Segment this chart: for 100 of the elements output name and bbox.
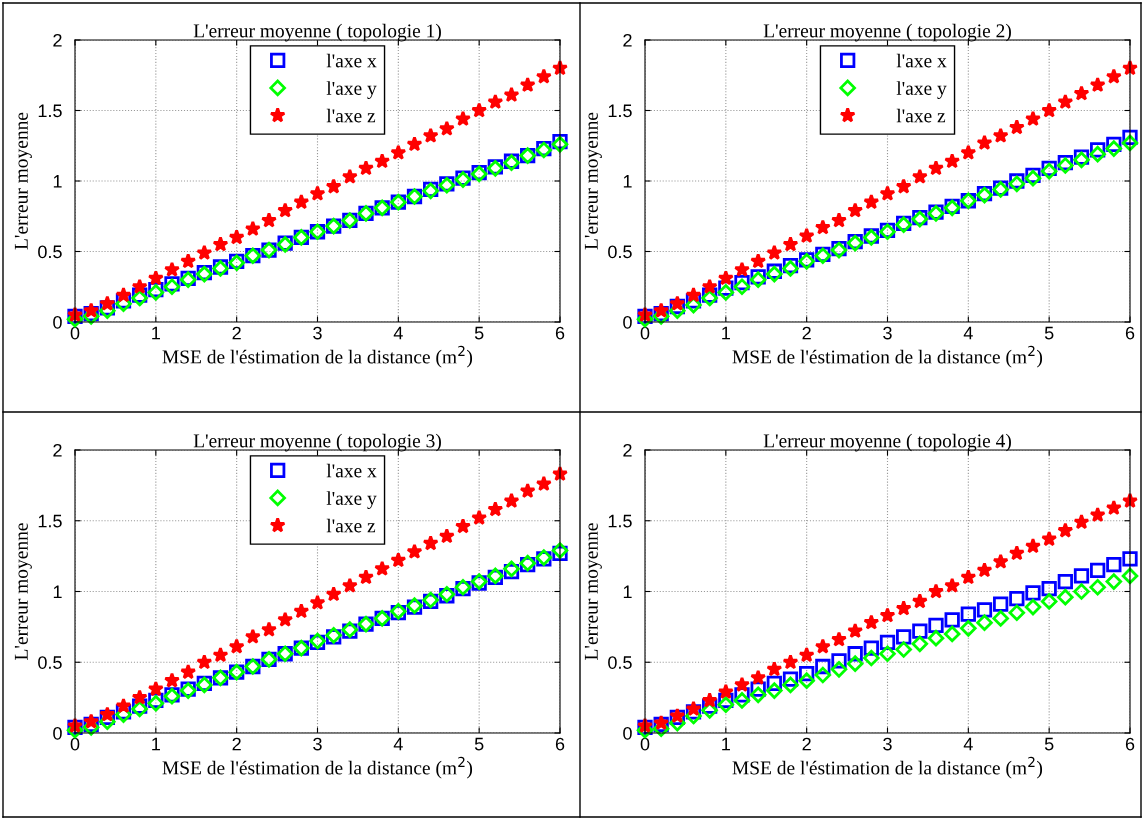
point	[99, 295, 116, 311]
y-tick-label: 0	[623, 315, 632, 329]
point	[685, 700, 702, 716]
point	[976, 561, 993, 578]
point	[798, 672, 815, 689]
point	[1105, 499, 1122, 516]
point	[1105, 68, 1122, 84]
x-axis-title: MSE de l'éstimation de la distance (m$^{2}$)	[162, 756, 473, 779]
point	[1073, 583, 1090, 600]
point	[1122, 551, 1138, 567]
point	[325, 586, 342, 602]
point	[503, 492, 520, 508]
point	[309, 594, 326, 610]
chart-title: L'erreur moyenne ( topologie 2)	[763, 23, 1011, 42]
point	[1121, 567, 1139, 585]
point	[927, 629, 945, 647]
x-axis-title: MSE de l'éstimation de la distance (m$^{2}$)	[732, 756, 1043, 779]
point	[992, 553, 1009, 569]
y-axis-title: L'erreur moyenne	[584, 523, 602, 660]
y-tick-label: 1.5	[608, 514, 632, 528]
point	[734, 676, 750, 692]
point	[1008, 544, 1025, 561]
point	[960, 620, 977, 637]
point	[879, 645, 896, 663]
x-tick-label: 5	[474, 737, 484, 751]
point	[487, 501, 504, 517]
point	[895, 641, 912, 658]
point	[766, 660, 783, 677]
point	[733, 278, 751, 296]
point	[147, 269, 164, 286]
point	[879, 607, 896, 623]
y-tick-label: 1.5	[608, 104, 632, 118]
point	[131, 700, 148, 718]
y-tick-label: 0.5	[38, 245, 62, 259]
point	[163, 278, 181, 296]
point	[115, 697, 132, 714]
y-tick-label: 0	[53, 315, 62, 329]
x-tick-label: 5	[1044, 326, 1054, 340]
y-tick-label: 1	[53, 175, 62, 188]
point	[535, 68, 552, 84]
legend-label: l'axe x	[896, 53, 947, 68]
x-tick-label: 3	[313, 326, 322, 340]
point	[293, 602, 310, 619]
point	[83, 302, 100, 318]
point	[503, 560, 520, 578]
point	[993, 596, 1009, 612]
legend-label: l'axe y	[326, 491, 377, 509]
legend-label: l'axe x	[326, 53, 377, 68]
point	[1040, 162, 1058, 180]
x-axis-title: MSE de l'éstimation de la distance (m$^{2}$)	[162, 345, 473, 368]
x-axis-title: MSE de l'éstimation de la distance (m$^{2}$)	[732, 345, 1043, 368]
y-tick-label: 2	[53, 33, 62, 47]
point	[912, 623, 928, 639]
point	[911, 168, 928, 184]
legend-label: l'axe y	[896, 81, 947, 99]
legend-label: l'axe y	[326, 81, 377, 99]
legend-label: l'axe x	[326, 463, 377, 478]
x-tick-label: 1	[152, 737, 160, 751]
x-tick-label: 3	[883, 737, 892, 751]
point	[750, 253, 767, 269]
point	[1025, 110, 1041, 126]
point	[503, 86, 520, 102]
y-tick-label: 0.5	[608, 245, 632, 259]
x-tick-label: 0	[640, 737, 650, 751]
point	[653, 302, 670, 318]
y-tick-label: 2	[53, 443, 62, 457]
point	[422, 127, 439, 143]
point	[1089, 145, 1106, 163]
point	[879, 185, 896, 201]
point	[1009, 590, 1025, 607]
x-tick-label: 2	[802, 326, 811, 340]
point	[766, 265, 783, 283]
point	[992, 127, 1009, 143]
point	[228, 229, 245, 245]
point	[960, 606, 976, 622]
point	[1024, 169, 1042, 187]
point	[1105, 573, 1123, 590]
point	[1041, 102, 1058, 118]
point	[749, 686, 767, 704]
point	[992, 610, 1009, 627]
x-tick-label: 0	[70, 326, 80, 340]
y-axis-title: L'erreur moyenne	[14, 112, 32, 250]
x-tick-label: 0	[70, 737, 80, 751]
point	[814, 219, 831, 235]
point	[487, 93, 504, 110]
point	[944, 152, 961, 169]
y-tick-label: 0	[623, 726, 632, 740]
point	[814, 666, 832, 684]
x-tick-label: 2	[232, 737, 241, 751]
point	[358, 159, 374, 176]
chart-title: L'erreur moyenne ( topologie 3)	[193, 433, 441, 452]
point	[1089, 578, 1106, 596]
point	[717, 696, 735, 713]
point	[147, 680, 164, 697]
point	[455, 518, 471, 534]
point	[1089, 506, 1106, 523]
point	[1073, 151, 1090, 169]
point	[782, 236, 799, 252]
point	[944, 612, 960, 628]
point	[895, 600, 912, 616]
